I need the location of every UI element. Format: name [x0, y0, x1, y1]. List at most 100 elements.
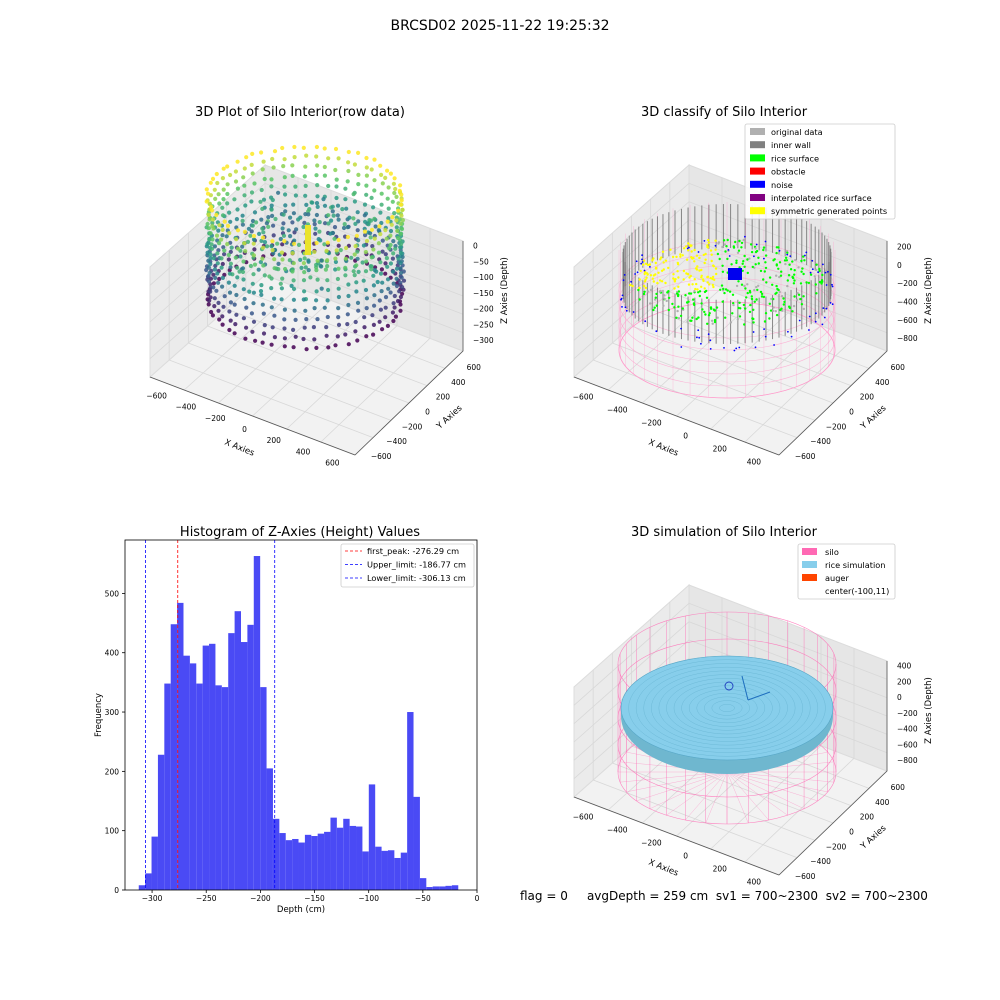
classify-3d-plot: −600−400−2000200400−600−400−200020040060…: [573, 123, 934, 467]
raw-data-point: [275, 241, 280, 246]
rice-surface-point: [772, 259, 775, 262]
raw-data-point: [301, 297, 306, 302]
raw-data-point: [281, 221, 286, 226]
p1-gridline: [245, 291, 446, 369]
raw-data-point: [383, 261, 388, 266]
raw-data-point: [260, 340, 265, 345]
raw-data-point: [235, 186, 240, 191]
raw-data-point: [235, 275, 240, 280]
raw-data-point: [276, 190, 281, 195]
rice-surface-point: [658, 279, 662, 282]
raw-data-point: [383, 175, 388, 180]
silo-wireframe-spoke: [626, 771, 728, 793]
raw-data-point: [312, 337, 317, 342]
raw-data-point: [213, 263, 218, 268]
histogram-bar: [311, 836, 318, 890]
rice-surface-point: [638, 286, 641, 290]
raw-data-point: [384, 236, 389, 241]
noise-point: [630, 280, 632, 283]
noise-point: [778, 249, 781, 252]
silo-wireframe-spoke: [726, 771, 788, 816]
raw-data-point: [378, 232, 383, 237]
rice-surface-point: [815, 292, 818, 295]
p4-y-tick-label: 200: [860, 813, 875, 822]
rice-surface-point: [762, 248, 765, 252]
rice-surface-point: [651, 277, 654, 280]
rice-surface-point: [705, 289, 708, 293]
raw-data-point: [363, 219, 368, 224]
histogram-bar: [375, 846, 382, 890]
histogram-bar: [170, 624, 178, 890]
rice-surface-point: [757, 256, 760, 259]
rice-surface-point: [644, 286, 648, 290]
raw-data-point: [336, 315, 341, 320]
raw-data-point: [227, 309, 232, 314]
raw-data-point: [211, 285, 216, 290]
status-footer: flag = 0 avgDepth = 259 cm sv1 = 700~230…: [520, 889, 928, 903]
raw-data-point: [332, 236, 337, 241]
rice-surface-point: [652, 257, 655, 260]
rice-surface-point: [686, 272, 690, 276]
raw-data-point: [220, 261, 225, 267]
rice-mesh-line: [711, 700, 743, 716]
noise-point: [621, 306, 623, 308]
raw-data-point: [302, 256, 307, 261]
rice-surface-point: [691, 316, 694, 319]
raw-data-point: [217, 223, 222, 228]
rice-surface-point: [694, 287, 697, 291]
raw-data-point: [279, 250, 285, 255]
raw-data-point: [225, 164, 230, 169]
rice-surface-point: [711, 277, 714, 281]
raw-data-point: [204, 199, 209, 204]
p4-y-tick-label: −400: [810, 857, 831, 866]
rice-surface-point: [664, 281, 667, 285]
histogram-bar: [183, 655, 190, 890]
histogram-bar: [279, 833, 286, 890]
silo-wireframe-spoke: [666, 771, 728, 816]
rice-surface-point: [667, 266, 670, 270]
raw-data-point: [392, 293, 397, 299]
p4-x-axis: [573, 796, 780, 876]
raw-data-point: [372, 157, 377, 162]
raw-data-point: [250, 151, 255, 156]
histogram-bar: [419, 878, 427, 890]
raw-data-point: [233, 169, 238, 174]
noise-point: [686, 247, 689, 250]
raw-data-point: [210, 176, 216, 181]
raw-data-point: [235, 265, 240, 270]
raw-data-point: [220, 314, 225, 319]
raw-data-point: [352, 162, 357, 167]
raw-data-point: [356, 308, 361, 313]
raw-data-point: [244, 155, 249, 160]
rice-surface-point: [751, 265, 754, 269]
rice-surface-point: [726, 238, 729, 242]
histogram-bar: [196, 683, 203, 890]
raw-data-point: [293, 334, 298, 339]
raw-data-point: [261, 331, 267, 336]
rice-surface-point: [779, 274, 783, 277]
p1-z-tick-label: −50: [473, 257, 489, 266]
rice-surface-point: [735, 259, 738, 262]
noise-point: [709, 339, 712, 342]
rice-mesh-line: [643, 666, 811, 750]
raw-data-point: [293, 193, 298, 198]
flag-text: flag = 0: [520, 889, 568, 903]
noise-point: [815, 312, 817, 315]
rice-surface-point: [721, 245, 724, 249]
rice-surface-point: [764, 266, 768, 270]
rice-surface-point: [746, 291, 749, 295]
p2-x-tick-label: −600: [573, 393, 594, 402]
raw-data-point: [222, 252, 227, 257]
rice-surface-point: [757, 284, 760, 287]
raw-data-point: [364, 155, 369, 161]
noise-point: [709, 348, 712, 350]
raw-data-point: [336, 237, 341, 243]
raw-data-point: [345, 234, 350, 240]
raw-data-point: [251, 301, 256, 306]
raw-data-point: [206, 265, 211, 270]
raw-data-point: [228, 249, 233, 254]
raw-data-point: [394, 266, 400, 271]
raw-data-point: [240, 269, 246, 275]
panel1-title: 3D Plot of Silo Interior(row data): [195, 105, 405, 120]
raw-data-point: [260, 206, 265, 211]
